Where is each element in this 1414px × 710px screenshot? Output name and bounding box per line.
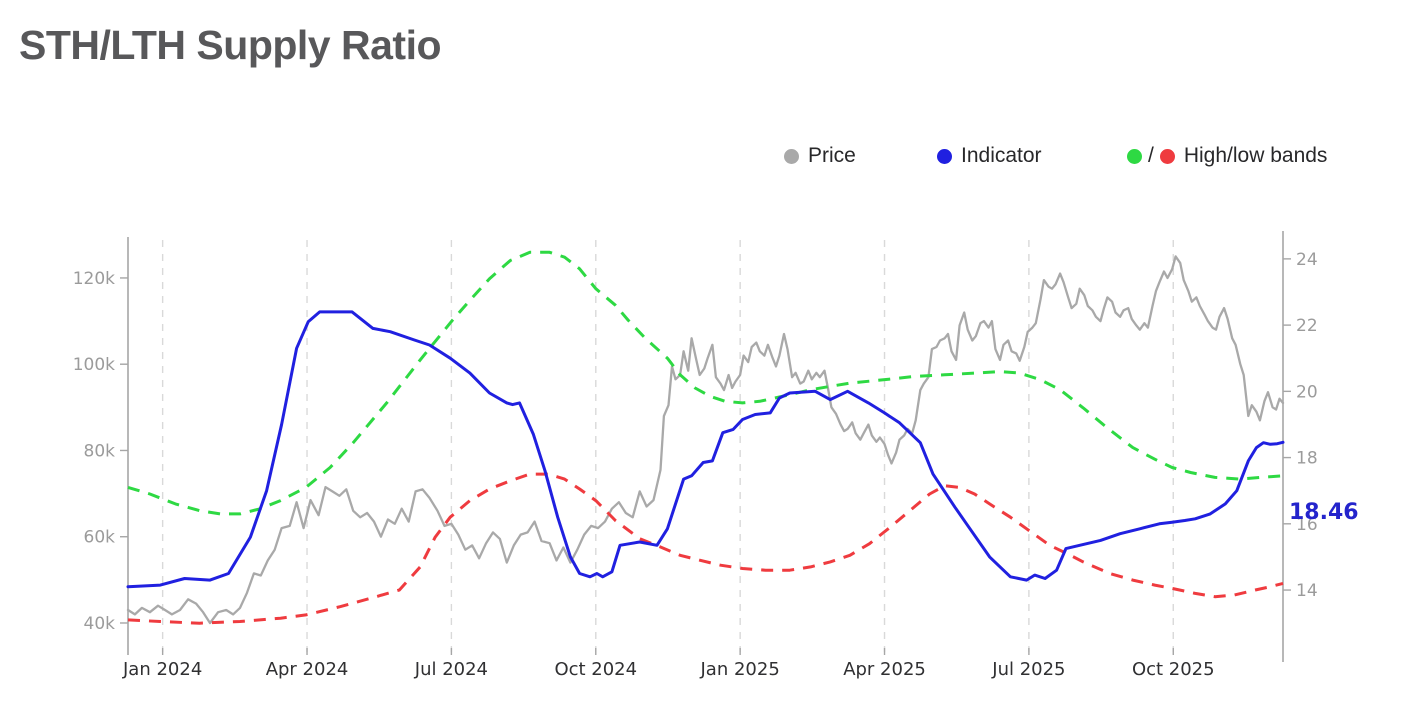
y-right-tick-label: 22	[1296, 316, 1318, 336]
x-tick-label: Jan 2025	[700, 659, 780, 680]
y-right-tick-label: 24	[1296, 250, 1318, 270]
y-left-tick-label: 100k	[73, 355, 115, 375]
legend-item-price[interactable]: Price	[784, 144, 856, 168]
y-right-tick-label: 20	[1296, 382, 1318, 402]
bands-separator: /	[1148, 144, 1154, 167]
page-title: STH/LTH Supply Ratio	[19, 22, 442, 68]
y-left-tick-label: 120k	[73, 269, 115, 289]
price-series-line	[126, 255, 1285, 625]
high-band-series-line	[127, 250, 1284, 516]
y-right-tick-label: 18	[1296, 449, 1318, 469]
x-tick-label: Apr 2025	[843, 659, 926, 680]
price-legend-label: Price	[808, 144, 856, 167]
price-legend-dot	[784, 148, 799, 164]
indicator-legend-label: Indicator	[961, 144, 1042, 167]
indicator-legend-dot	[937, 148, 952, 164]
x-tick-label: Apr 2024	[266, 659, 349, 680]
bands-legend-label: High/low bands	[1183, 144, 1328, 167]
high-band-legend-dot	[1127, 148, 1142, 164]
legend-item-bands[interactable]: / High/low bands	[1127, 144, 1327, 168]
x-tick-label: Jul 2025	[991, 659, 1065, 680]
y-left-tick-label: 40k	[84, 614, 116, 634]
indicator-series-line	[126, 310, 1285, 589]
x-tick-label: Jan 2024	[122, 659, 202, 680]
y-left-tick-label: 60k	[84, 528, 116, 548]
low-band-legend-dot	[1159, 148, 1175, 164]
y-left-tick-label: 80k	[84, 441, 116, 461]
x-tick-label: Oct 2024	[554, 659, 637, 680]
x-tick-label: Oct 2025	[1132, 659, 1215, 680]
y-right-tick-label: 14	[1296, 581, 1318, 601]
legend-item-indicator[interactable]: Indicator	[937, 144, 1042, 168]
last-value-label: 18.46	[1289, 500, 1359, 525]
y-right-tick-label: 16	[1296, 515, 1318, 535]
low-band-series-line	[127, 472, 1284, 625]
x-tick-label: Jul 2024	[414, 659, 488, 680]
